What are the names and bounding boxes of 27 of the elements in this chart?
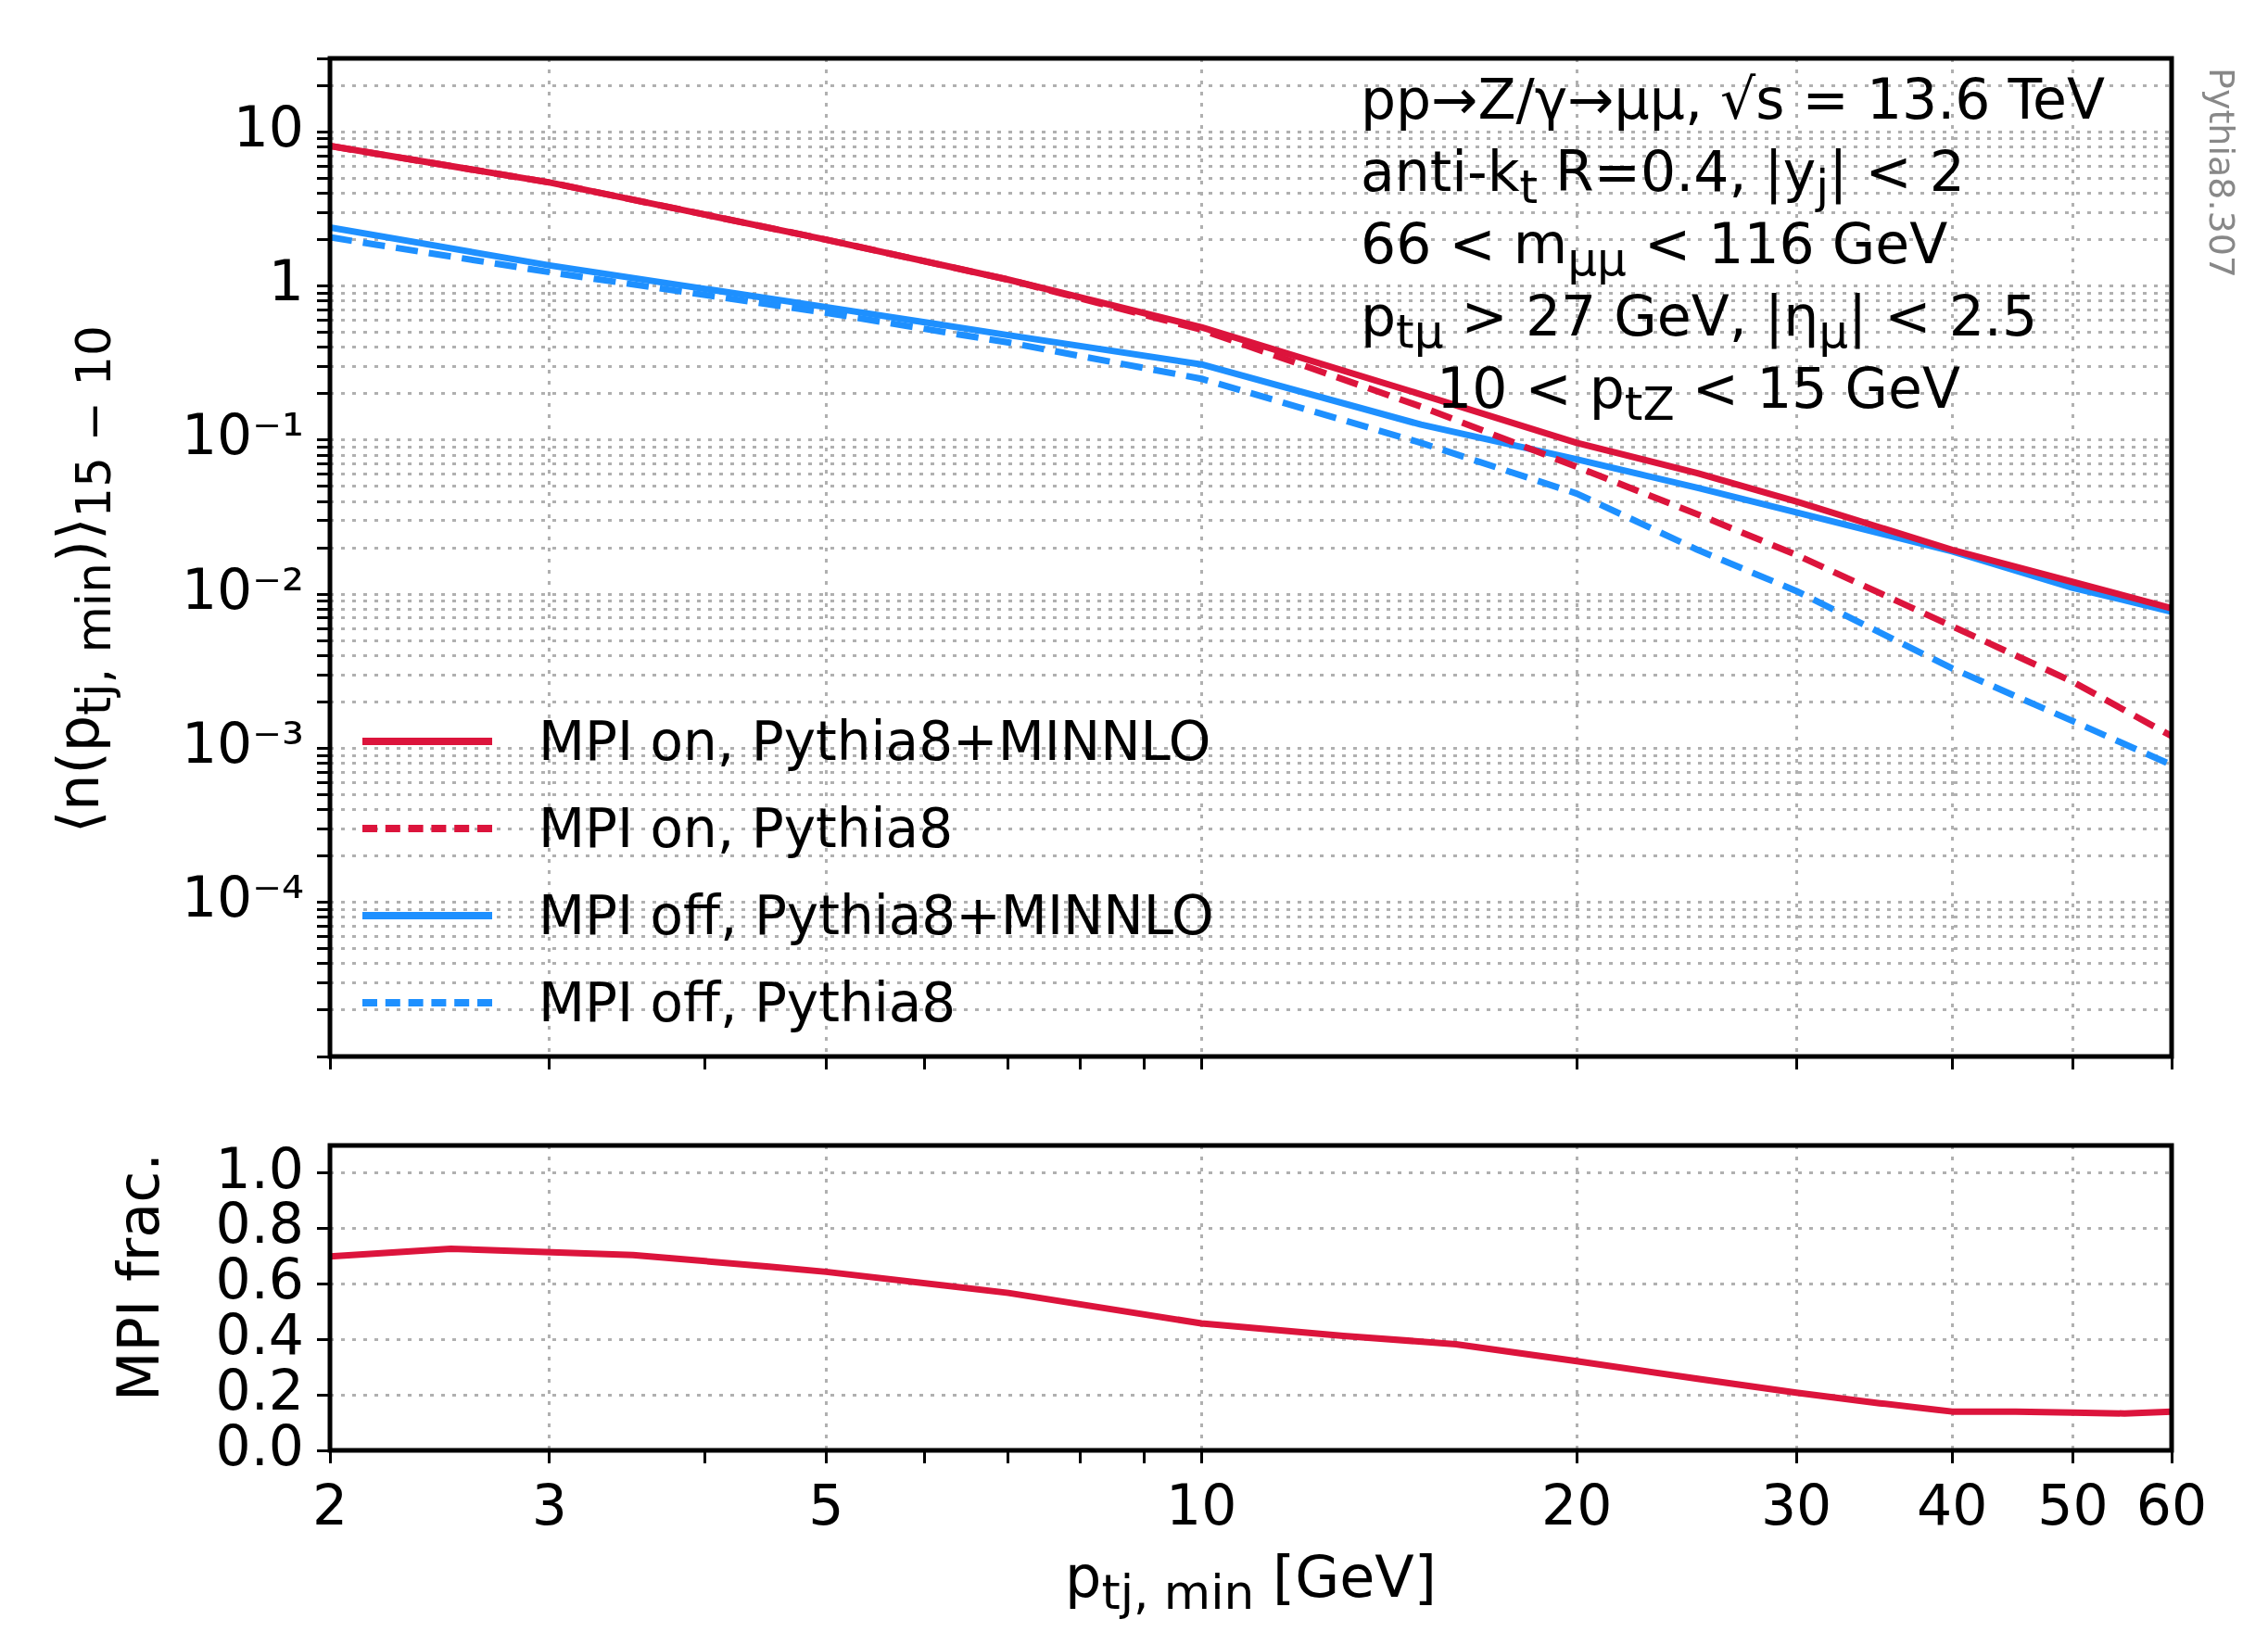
x-tick-label: 10 (1166, 1472, 1237, 1537)
y-tick-label: 10⁻¹ (181, 402, 304, 468)
y-tick-label: 10⁻² (181, 556, 304, 622)
y-tick-label: 10 (233, 94, 304, 159)
y-tick-label: 10⁻⁴ (181, 865, 304, 930)
annotation: p$_{tμ}$ > 27 GeV, |η$_{μ}$| < 2.5 (1361, 284, 2038, 359)
x-tick-label: 5 (808, 1472, 844, 1537)
legend-label: MPI on, Pythia8 (538, 797, 954, 860)
legend-label: MPI on, Pythia8+MINNLO (538, 710, 1211, 773)
legend-label: MPI off, Pythia8+MINNLO (538, 884, 1214, 947)
legend-label: MPI off, Pythia8 (538, 971, 957, 1034)
x-tick-label: 3 (531, 1472, 567, 1537)
annotation: 10 < p$_{tZ}$ < 15 GeV (1437, 356, 1961, 431)
x-axis-title: p$_{tj, min}$ [GeV] (1065, 1543, 1437, 1622)
text: Pythia8.307 (2199, 68, 2242, 279)
x-tick-label: 2 (311, 1472, 348, 1537)
y-tick-label: 10⁻³ (181, 711, 304, 777)
x-tick-label: 40 (1916, 1472, 1988, 1537)
y-axis-title: MPI frac. (104, 1152, 173, 1401)
annotation: anti-k$_{t}$ R=0.4, |y$_{j}$| < 2 (1361, 139, 1966, 214)
x-tick-label: 50 (2037, 1472, 2109, 1537)
x-tick-label: 30 (1760, 1472, 1832, 1537)
y-tick-label: 1 (268, 248, 304, 314)
annotation: 66 < m$_{μμ}$ < 116 GeV (1361, 211, 1948, 286)
x-tick-label: 20 (1541, 1472, 1613, 1537)
annotation: pp→Z/γ→μμ, √s = 13.6 TeV (1361, 66, 2106, 133)
x-tick-label: 60 (2135, 1472, 2208, 1537)
